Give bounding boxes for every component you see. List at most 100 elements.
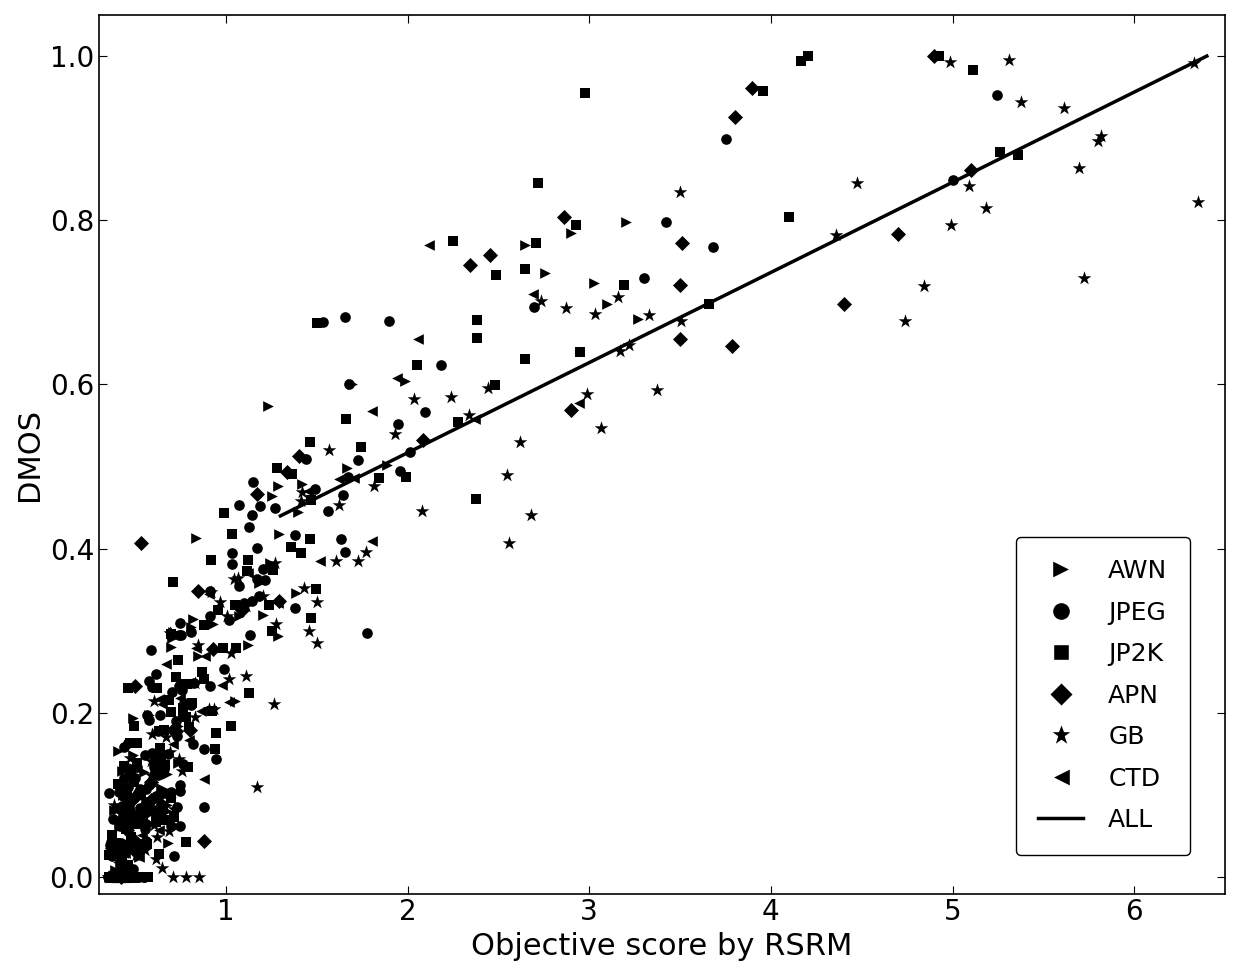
- Point: [222, 546, 242, 561]
- Point: [124, 815, 144, 831]
- Point: [181, 619, 201, 634]
- Point: [300, 531, 320, 547]
- Point: [291, 484, 311, 500]
- Point: [122, 812, 141, 828]
- Point: [129, 807, 149, 823]
- Point: [119, 798, 139, 814]
- Point: [122, 870, 141, 885]
- Point: [526, 235, 546, 251]
- Point: [103, 870, 123, 885]
- Point: [129, 845, 149, 861]
- Point: [460, 407, 480, 423]
- Point: [130, 535, 150, 550]
- Point: [112, 813, 131, 829]
- Point: [203, 616, 223, 631]
- Point: [182, 736, 202, 752]
- Point: [148, 768, 167, 784]
- Point: [337, 460, 357, 475]
- Point: [120, 870, 140, 885]
- Point: [118, 736, 138, 752]
- Point: [102, 870, 122, 885]
- Point: [234, 595, 254, 611]
- Point: [195, 671, 215, 686]
- Point: [193, 799, 213, 815]
- Point: [310, 553, 330, 569]
- Point: [107, 870, 126, 885]
- Point: [109, 870, 129, 885]
- Point: [98, 870, 118, 885]
- Point: [185, 675, 205, 691]
- Point: [205, 701, 224, 716]
- Point: [120, 870, 140, 885]
- Point: [102, 848, 122, 864]
- Point: [171, 628, 191, 643]
- Point: [125, 678, 145, 694]
- Point: [206, 725, 226, 741]
- Point: [195, 617, 215, 632]
- Point: [119, 870, 139, 885]
- Point: [412, 504, 432, 519]
- Point: [130, 800, 150, 816]
- Point: [397, 469, 417, 485]
- Point: [164, 574, 184, 590]
- Point: [477, 380, 497, 395]
- Point: [102, 870, 122, 885]
- Point: [157, 797, 177, 813]
- Point: [99, 870, 119, 885]
- Point: [108, 870, 128, 885]
- Point: [134, 764, 154, 780]
- Point: [170, 615, 190, 630]
- Point: [128, 815, 148, 831]
- Point: [670, 331, 689, 346]
- Point: [1069, 160, 1089, 176]
- Point: [114, 856, 134, 872]
- Point: [281, 539, 301, 554]
- Point: [154, 761, 174, 777]
- Point: [833, 296, 853, 311]
- Point: [113, 870, 133, 885]
- Point: [172, 682, 192, 698]
- Point: [847, 175, 867, 190]
- Point: [136, 833, 156, 848]
- Point: [115, 810, 135, 826]
- Point: [182, 695, 202, 711]
- Point: [254, 573, 274, 589]
- Point: [161, 639, 181, 655]
- Point: [699, 296, 719, 311]
- Point: [122, 762, 141, 778]
- Point: [243, 473, 263, 489]
- Point: [888, 225, 908, 241]
- Point: [113, 844, 133, 860]
- Point: [113, 763, 133, 779]
- Point: [151, 750, 171, 765]
- Point: [440, 388, 460, 404]
- Point: [130, 785, 150, 800]
- Point: [128, 759, 148, 775]
- Point: [467, 311, 487, 327]
- Point: [151, 793, 171, 808]
- Point: [671, 277, 691, 293]
- Point: [125, 870, 145, 885]
- Point: [104, 870, 124, 885]
- Point: [141, 803, 161, 819]
- Point: [640, 307, 660, 323]
- Point: [175, 695, 195, 711]
- Point: [169, 752, 188, 767]
- Point: [229, 608, 249, 624]
- Point: [120, 809, 140, 825]
- Point: [110, 840, 130, 856]
- Point: [226, 639, 246, 655]
- Point: [249, 575, 269, 590]
- Point: [112, 870, 131, 885]
- Point: [577, 386, 596, 402]
- Point: [264, 696, 284, 712]
- Point: [339, 377, 358, 392]
- Point: [118, 857, 138, 873]
- Point: [253, 608, 273, 624]
- Point: [99, 870, 119, 885]
- Point: [119, 812, 139, 828]
- Point: [122, 815, 141, 831]
- Point: [113, 870, 133, 885]
- Point: [379, 313, 399, 329]
- Point: [135, 870, 155, 885]
